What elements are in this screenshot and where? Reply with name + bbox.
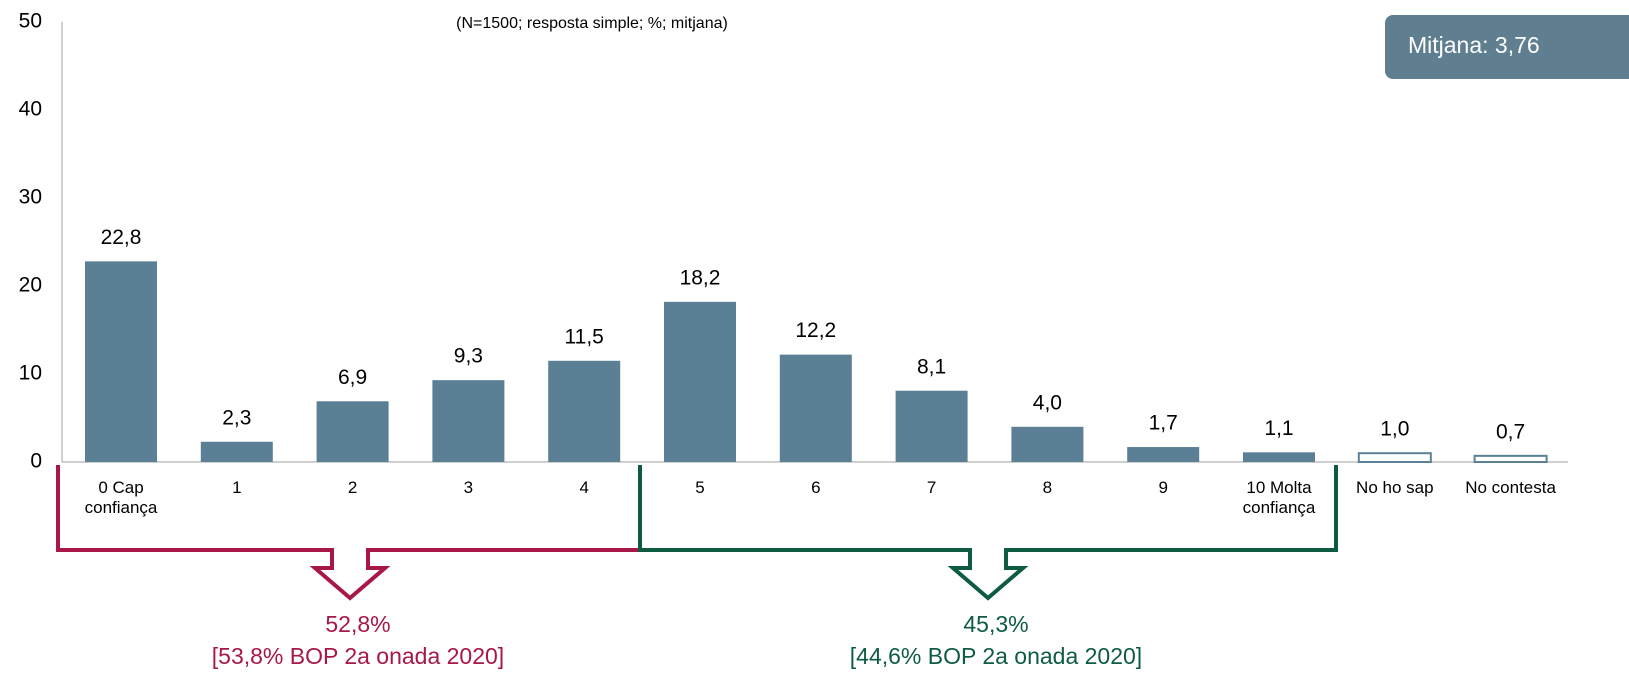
x-tick-label: 8	[1042, 478, 1053, 497]
x-tick-label: 2	[347, 478, 358, 497]
chart-subtitle: (N=1500; resposta simple; %; mitjana)	[456, 15, 728, 32]
bar	[432, 380, 505, 462]
group-label: 52,8%	[325, 611, 390, 637]
y-tick-label: 50	[19, 10, 42, 33]
x-tick-label: No ho sap	[1356, 478, 1434, 497]
y-tick-label: 20	[19, 274, 42, 297]
group-note: [53,8% BOP 2a onada 2020]	[212, 643, 504, 669]
value-label: 22,8	[101, 226, 142, 249]
value-label: 1,0	[1380, 418, 1409, 441]
x-tick-label: 5	[695, 478, 705, 497]
x-tick-label: 0 Cap confiança	[84, 478, 158, 517]
mean-box	[1385, 15, 1629, 79]
value-label: 4,0	[1033, 391, 1062, 414]
value-label: 18,2	[680, 266, 721, 289]
x-tick-label: 10 Molta confiança	[1242, 478, 1316, 517]
bar	[200, 441, 273, 462]
x-tick-label: 7	[926, 478, 937, 497]
value-label: 6,9	[338, 366, 367, 389]
bar	[1243, 452, 1315, 462]
group-bracket	[56, 465, 642, 601]
y-tick-label: 30	[19, 186, 42, 209]
bar	[779, 354, 852, 462]
bar	[895, 390, 968, 462]
value-label: 1,7	[1149, 412, 1178, 435]
x-tick-label: No contesta	[1465, 478, 1556, 497]
bar	[1127, 447, 1200, 462]
x-tick-label: 9	[1158, 478, 1168, 497]
y-tick-label: 0	[30, 450, 42, 473]
value-label: 9,3	[454, 345, 483, 368]
value-label: 12,2	[795, 319, 836, 342]
bar	[1011, 426, 1084, 462]
x-tick-label: 1	[232, 478, 242, 497]
bar	[548, 360, 621, 462]
x-tick-label: 6	[811, 478, 821, 497]
group-bracket	[638, 465, 1338, 601]
y-tick-label: 10	[19, 362, 42, 385]
value-label: 2,3	[222, 406, 251, 429]
value-label: 8,1	[917, 355, 946, 378]
bar	[1473, 454, 1548, 463]
x-tick-label: 4	[579, 478, 589, 497]
bar	[664, 301, 736, 462]
value-label: 11,5	[565, 325, 604, 348]
bar	[1357, 452, 1432, 464]
y-tick-label: 40	[19, 98, 42, 121]
bar	[85, 261, 157, 462]
group-label: 45,3%	[963, 611, 1028, 637]
value-label: 0,7	[1496, 420, 1525, 443]
bar	[316, 401, 389, 462]
x-tick-label: 3	[463, 478, 474, 497]
value-label: 1,1	[1264, 417, 1293, 440]
mean-label: Mitjana: 3,76	[1408, 32, 1540, 58]
group-note: [44,6% BOP 2a onada 2020]	[850, 643, 1142, 669]
